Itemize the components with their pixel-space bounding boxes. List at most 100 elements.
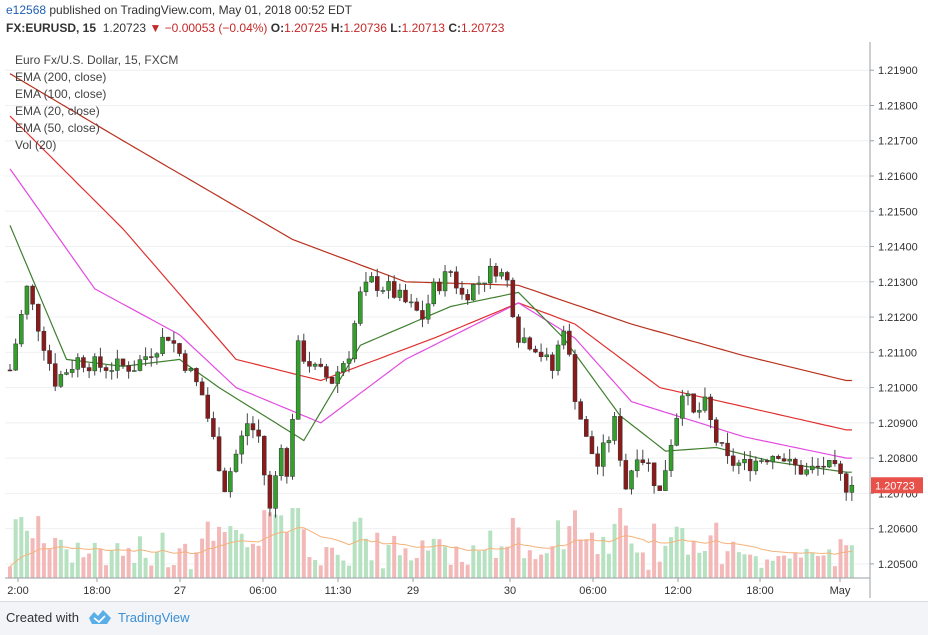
candle-body: [578, 401, 583, 420]
volume-bar: [640, 552, 645, 578]
volume-bar: [307, 557, 312, 578]
volume-bar: [335, 554, 340, 578]
volume-bar: [629, 543, 634, 578]
time-tick-label: 06:00: [579, 585, 607, 597]
candle-body: [267, 474, 273, 509]
legend-ema100[interactable]: EMA (100, close): [15, 87, 107, 101]
candle-body: [476, 282, 482, 285]
volume-bar: [759, 567, 764, 578]
volume-bar: [544, 553, 549, 578]
candle-body: [7, 369, 13, 372]
volume-bar: [273, 514, 278, 578]
candle-body: [52, 363, 58, 387]
volume-bar: [92, 542, 97, 578]
volume-bar: [392, 535, 397, 578]
candle-body: [617, 416, 623, 461]
volume-bar: [426, 550, 431, 578]
candle-body: [228, 471, 233, 493]
volume-bar: [510, 517, 515, 578]
legend-ema20[interactable]: EMA (20, close): [15, 104, 100, 118]
volume-bar: [533, 559, 538, 578]
symbol-label: FX:EURUSD, 15: [6, 21, 97, 35]
volume-bar: [844, 545, 849, 578]
volume-bar: [171, 565, 176, 578]
candle-body: [730, 455, 736, 466]
candle-body: [646, 462, 651, 464]
candle-body: [759, 460, 764, 462]
candle-body: [120, 358, 126, 366]
volume-bar: [352, 521, 357, 578]
candle-body: [341, 363, 346, 373]
candle-body: [815, 465, 821, 468]
legend-volume[interactable]: Vol (20): [15, 138, 57, 152]
tradingview-logo-icon[interactable]: [88, 609, 112, 625]
volume-bar: [115, 543, 120, 578]
candle-body: [663, 470, 668, 491]
close-value: 1.20723: [460, 21, 505, 35]
volume-bar: [58, 539, 63, 578]
candle-body: [691, 393, 696, 413]
legend-symbol[interactable]: Euro Fx/U.S. Dollar, 15, FXCM: [15, 53, 179, 67]
candle-body: [397, 289, 403, 298]
time-tick-label: 06:00: [249, 585, 277, 597]
volume-bar: [154, 552, 159, 578]
candle-body: [64, 372, 69, 375]
last-price-tag: [871, 477, 923, 494]
volume-bar: [194, 552, 199, 578]
candle-body: [437, 281, 442, 292]
legend-ema200[interactable]: EMA (200, close): [15, 70, 107, 84]
volume-bar: [821, 555, 826, 578]
volume-bar: [493, 557, 498, 578]
price-tick-label: 1.21600: [878, 171, 918, 183]
volume-bar: [623, 525, 628, 578]
price-tick-label: 1.20800: [878, 453, 918, 465]
volume-bar: [753, 556, 758, 578]
time-tick-label: May: [830, 585, 851, 597]
tradingview-link[interactable]: TradingView: [118, 610, 190, 625]
candle-body: [13, 343, 18, 371]
candle-body: [24, 285, 30, 315]
volume-bar: [646, 569, 651, 578]
publisher-username[interactable]: e12568: [6, 3, 47, 17]
legend-ema50[interactable]: EMA (50, close): [15, 121, 100, 135]
candle-body: [58, 374, 64, 387]
candle-body: [47, 350, 52, 364]
candle-body: [612, 416, 617, 441]
candle-body: [499, 272, 504, 277]
volume-bar: [234, 529, 238, 578]
candle-body: [160, 336, 165, 354]
low-label: L:: [390, 21, 402, 35]
price-chart[interactable]: 1.205001.206001.207001.208001.209001.210…: [0, 0, 928, 601]
candle-body: [527, 337, 533, 350]
volume-bar: [787, 558, 792, 578]
created-with-label: Created with: [6, 610, 79, 625]
candle-body: [561, 330, 566, 346]
candle-body: [668, 445, 674, 471]
volume-bar: [70, 562, 75, 578]
volume-bar: [657, 561, 662, 578]
volume-bar: [799, 557, 803, 578]
volume-bar: [98, 548, 103, 578]
candle-body: [86, 367, 92, 372]
volume-bar: [618, 508, 623, 578]
volume-bar: [369, 560, 374, 578]
volume-bar: [296, 508, 301, 578]
volume-bar: [702, 550, 707, 578]
candle-body: [821, 465, 826, 468]
volume-bar: [53, 537, 58, 578]
candle-body: [273, 475, 278, 509]
volume-bar: [725, 551, 730, 578]
price-tick-label: 1.20500: [878, 559, 918, 571]
candle-body: [719, 442, 725, 444]
volume-bar: [567, 526, 572, 578]
volume-bar: [674, 526, 679, 578]
low-value: 1.20713: [401, 21, 445, 35]
candle-body: [702, 396, 708, 411]
candle-body: [126, 365, 131, 372]
candle-body: [420, 310, 425, 320]
volume-bar: [262, 510, 267, 578]
volume-bar: [143, 557, 148, 578]
volume-bar: [324, 547, 329, 578]
candle-body: [414, 301, 420, 311]
candle-body: [465, 294, 470, 301]
